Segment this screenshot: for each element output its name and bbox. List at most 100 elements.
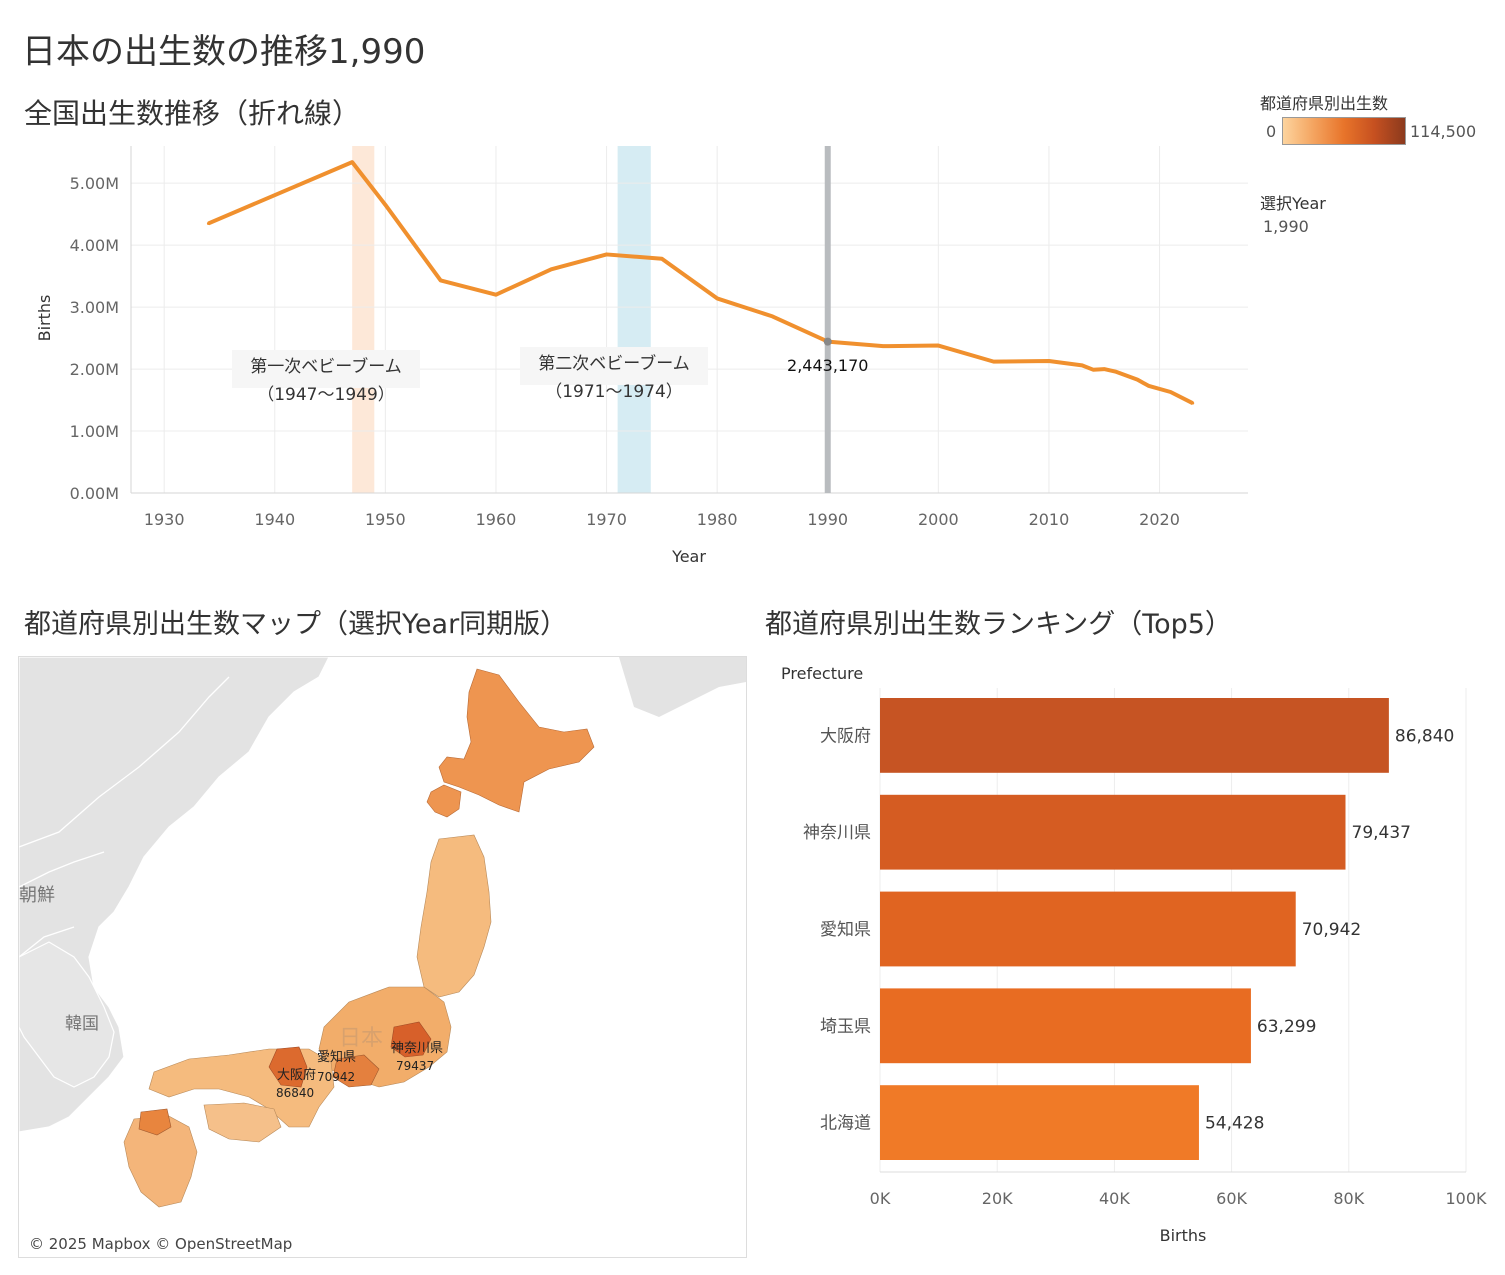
x-tick-label: 1980 — [697, 510, 738, 529]
bar-category-label: 神奈川県 — [803, 823, 871, 843]
year-parameter-value[interactable]: 1,990 — [1263, 217, 1309, 236]
births-point — [439, 278, 443, 282]
map-pref-fukuoka[interactable] — [138, 1108, 172, 1136]
births-point — [383, 203, 387, 207]
bar-5 — [880, 1085, 1199, 1160]
bar-value-label: 54,428 — [1205, 1114, 1264, 1134]
bar-x-tick-label: 100K — [1445, 1189, 1487, 1208]
births-point — [350, 160, 354, 164]
bar-chart[interactable]: Prefecture 大阪府 86,840 神奈川県 79,437 愛知県 70,942 埼玉… — [760, 650, 1505, 1270]
bar-3 — [880, 891, 1296, 967]
births-point — [1169, 390, 1173, 394]
births-point — [1047, 359, 1051, 363]
births-point — [770, 314, 774, 318]
y-tick-label: 1.00M — [70, 422, 119, 441]
map-pref-kanagawa[interactable] — [390, 1021, 432, 1058]
baby-boom-band-2 — [617, 146, 651, 493]
x-tick-label: 2000 — [918, 510, 959, 529]
bar-x-tick-label: 0K — [870, 1189, 891, 1208]
y-tick-label: 2.00M — [70, 360, 119, 379]
color-legend-min: 0 — [1266, 122, 1277, 141]
x-tick-label: 2010 — [1029, 510, 1070, 529]
map-value-kanagawa: 79437 — [396, 1059, 434, 1073]
color-legend-max: 114,500 — [1410, 122, 1477, 141]
x-tick-label: 1950 — [365, 510, 406, 529]
births-point — [1102, 367, 1106, 371]
line-chart[interactable]: 0.00M 1.00M 2.00M 3.00M 4.00M 5.00M 1930 1940 19… — [0, 0, 1260, 580]
bar-value-label: 86,840 — [1395, 726, 1454, 746]
x-tick-label: 1990 — [807, 510, 848, 529]
map-label-chosen: 朝鮮 — [19, 885, 55, 906]
births-point — [992, 360, 996, 364]
x-tick-label: 1970 — [586, 510, 627, 529]
births-point — [1080, 363, 1084, 367]
births-point — [1091, 368, 1095, 372]
map-label-osaka: 大阪府 — [277, 1068, 316, 1083]
color-legend-title: 都道府県別出生数 — [1260, 94, 1389, 113]
prefecture-map[interactable]: 朝鮮 韓国 日本 神奈川県 79437 愛知県 70942 大阪府 86840 … — [18, 656, 747, 1258]
y-tick-label: 3.00M — [70, 298, 119, 317]
map-label-nihon: 日本 — [339, 1026, 383, 1051]
births-point — [881, 344, 885, 348]
bar-4 — [880, 988, 1251, 1064]
bar-x-tick-label: 80K — [1333, 1189, 1364, 1208]
band-annotation-box-2 — [520, 347, 708, 385]
band-annotation-title-1: 第一次ベビーブーム — [250, 356, 401, 377]
map-label-aichi: 愛知県 — [317, 1049, 356, 1065]
x-tick-label: 1940 — [254, 510, 295, 529]
y-tick-label: 0.00M — [70, 484, 119, 503]
births-point — [1135, 378, 1139, 382]
map-canvas: 朝鮮 韓国 日本 神奈川県 79437 愛知県 70942 大阪府 86840 … — [19, 657, 746, 1253]
bar-category-label: 愛知県 — [820, 920, 871, 940]
x-tick-label: 1930 — [144, 510, 185, 529]
bar-value-label: 63,299 — [1257, 1017, 1316, 1037]
map-region-kyushu[interactable] — [123, 1114, 198, 1208]
bar-x-tick-label: 40K — [1099, 1189, 1130, 1208]
births-point — [1146, 384, 1150, 388]
bar-value-label: 79,437 — [1352, 823, 1411, 843]
bar-x-axis-title: Births — [1160, 1226, 1207, 1245]
y-tick-label: 5.00M — [70, 174, 119, 193]
map-korean-peninsula — [19, 941, 115, 1088]
bar-x-tick-label: 60K — [1216, 1189, 1247, 1208]
births-point — [1113, 370, 1117, 374]
bar-1 — [880, 698, 1389, 773]
map-pref-hokkaido[interactable] — [438, 668, 595, 813]
map-value-osaka: 86840 — [276, 1086, 314, 1100]
map-russia-east — [619, 657, 746, 717]
births-point — [715, 296, 719, 300]
band-annotation-range-1: （1947～1949） — [257, 385, 395, 405]
year-parameter-title: 選択Year — [1260, 194, 1326, 213]
baby-boom-band-1 — [352, 146, 375, 493]
map-label-kanagawa: 神奈川県 — [391, 1041, 443, 1056]
births-point — [494, 293, 498, 297]
births-point — [206, 221, 210, 225]
y-axis-title: Births — [35, 295, 54, 342]
x-tick-label: 2020 — [1139, 510, 1180, 529]
bar-y-axis-title: Prefecture — [781, 664, 863, 683]
births-point — [605, 252, 609, 256]
bar-2 — [880, 794, 1346, 870]
y-tick-label: 4.00M — [70, 236, 119, 255]
map-pref-osaka[interactable] — [268, 1046, 308, 1088]
bar-category-label: 北海道 — [820, 1114, 871, 1134]
map-label-kankoku: 韓国 — [65, 1014, 99, 1034]
page-title: 日本の出生数の推移1,990 — [22, 32, 426, 72]
map-region-tohoku[interactable] — [416, 834, 492, 998]
bar-category-label: 大阪府 — [820, 726, 871, 746]
bar-chart-title: 都道府県別出生数ランキング（Top5） — [765, 609, 1232, 640]
map-region-shikoku[interactable] — [203, 1102, 282, 1143]
map-pref-hokkaido-peninsula[interactable] — [426, 784, 462, 818]
bar-x-tick-label: 20K — [982, 1189, 1013, 1208]
line-chart-title: 全国出生数推移（折れ線） — [24, 97, 361, 130]
selected-year-marker — [823, 337, 832, 346]
x-tick-label: 1960 — [476, 510, 517, 529]
map-value-aichi: 70942 — [317, 1070, 355, 1084]
map-title: 都道府県別出生数マップ（選択Year同期版） — [24, 609, 568, 640]
band-annotation-box-1 — [232, 350, 420, 388]
band-annotation-title-2: 第二次ベビーブーム — [538, 353, 689, 374]
bar-value-label: 70,942 — [1302, 920, 1361, 940]
births-point — [660, 257, 664, 261]
births-point — [1191, 401, 1195, 405]
births-point — [549, 267, 553, 271]
